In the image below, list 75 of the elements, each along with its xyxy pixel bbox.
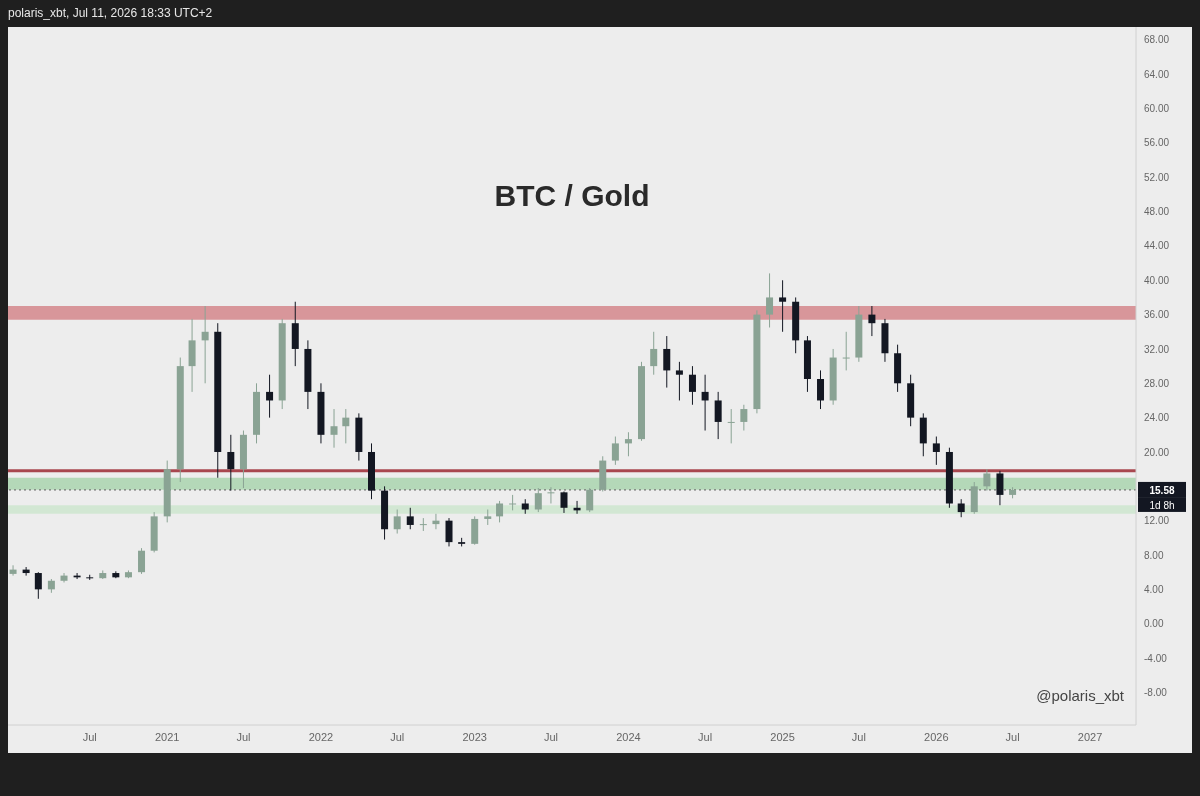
x-tick-label: Jul [82,730,97,743]
y-tick-label: 56.00 [1144,137,1170,149]
candlestick [201,305,209,384]
ref-line-label: 15.58 [1149,484,1175,496]
y-tick-label: 20.00 [1144,446,1170,458]
x-tick-label: Jul [1005,730,1020,743]
candlestick [714,391,722,440]
candlestick [650,331,658,376]
y-tick-label: 52.00 [1144,171,1170,183]
y-tick-label: 40.00 [1144,274,1170,286]
y-tick-label: 4.00 [1144,583,1164,595]
x-tick-label: 2021 [154,730,180,743]
y-tick-label: 48.00 [1144,206,1170,218]
candlestick [727,408,735,444]
candlestick [509,494,517,511]
y-tick-label: -4.00 [1144,652,1168,664]
candlestick [534,487,542,513]
y-tick-label: 0.00 [1144,618,1164,630]
candlestick [932,436,940,466]
y-tick-label: 36.00 [1144,309,1170,321]
candlestick [675,361,683,401]
x-tick-label: 2024 [616,730,641,743]
candlestick [9,564,17,577]
candlestick [701,374,709,432]
candlestick [330,408,338,449]
y-tick-label: 68.00 [1144,34,1170,46]
candlestick [547,486,555,504]
candlestick [227,434,235,492]
x-tick-label: Jul [698,730,713,743]
x-tick-label: Jul [851,730,866,743]
x-tick-label: Jul [390,730,405,743]
candlestick [496,500,504,523]
x-tick-label: 2025 [770,730,795,743]
x-tick-label: 2022 [308,730,334,743]
candlestick [34,571,42,600]
candlestick [611,436,619,466]
x-tick-label: 2027 [1077,730,1103,743]
candlestick [393,509,401,535]
y-tick-label: 64.00 [1144,68,1170,80]
candlestick [342,408,350,444]
x-tick-label: 2026 [924,730,949,743]
candlestick [419,517,427,532]
candlestick [663,335,671,389]
candlestick [766,272,774,328]
text: BTC / Gold [493,179,651,213]
x-tick-label: Jul [236,730,251,743]
candlestick [624,431,632,457]
candlestick [868,305,876,337]
candlestick [983,468,991,492]
text: 1d 8h [1149,499,1175,511]
candlestick [445,517,453,547]
y-tick-label: 32.00 [1144,343,1170,355]
candlestick [138,547,146,575]
candlestick [817,369,825,410]
y-tick-label: 28.00 [1144,377,1170,389]
candlestick [740,404,748,432]
candlestick [560,490,568,514]
x-tick-label: 2023 [462,730,487,743]
y-tick-label: -8.00 [1144,686,1168,698]
candlestick [842,331,850,371]
x-tick-label: Jul [543,730,558,743]
y-tick-label: 44.00 [1144,240,1170,252]
y-tick-label: 24.00 [1144,412,1170,424]
annotation: @polaris_xbt [1036,687,1124,704]
candlestick [957,498,965,518]
candlestick [688,365,696,406]
y-tick-label: 12.00 [1144,515,1170,527]
candlestick [779,279,787,333]
candlestick [586,487,594,513]
candlestick [406,507,414,530]
y-tick-label: 8.00 [1144,549,1164,561]
candlestick [266,374,274,419]
text: polaris_xbt, Jul 11, 2026 18:33 UTC+2 [8,6,213,20]
y-tick-label: 60.00 [1144,103,1170,115]
candlestick [996,470,1004,506]
